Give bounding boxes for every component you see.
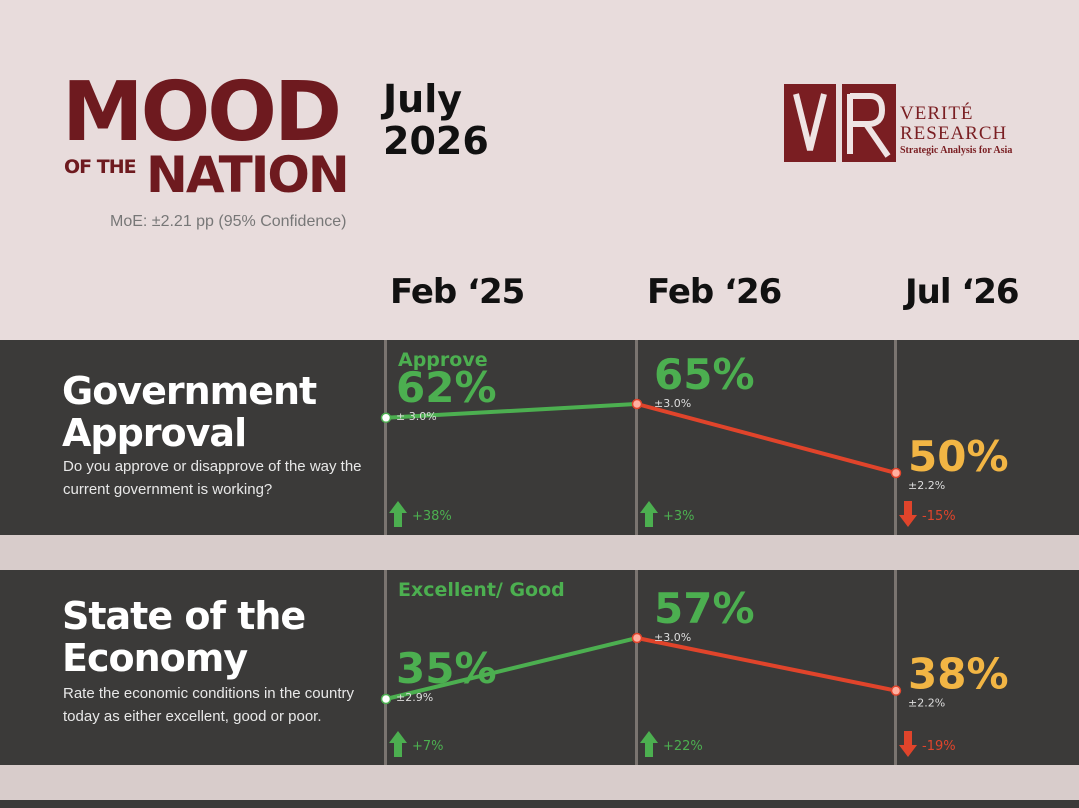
- column-divider: [894, 340, 897, 535]
- column-divider: [384, 570, 387, 765]
- value-label: 50%: [908, 432, 1009, 481]
- value-label: 35%: [396, 644, 497, 693]
- moe-label: ±3.0%: [654, 631, 691, 644]
- moe-label: ±2.9%: [396, 691, 433, 704]
- org-tagline: Strategic Analysis for Asia: [900, 145, 1013, 156]
- change-label: +7%: [412, 739, 444, 754]
- column-header-3: Jul ‘26: [905, 272, 1020, 312]
- arrow-up-icon: [389, 731, 407, 757]
- moe-label: ±3.0%: [654, 397, 691, 410]
- brand-title-nation: NATION: [146, 146, 350, 204]
- column-header-2: Feb ‘26: [647, 272, 782, 312]
- panel-question: Do you approve or disapprove of the way …: [63, 458, 362, 498]
- verite-research-logo-icon: VR: [784, 84, 896, 162]
- series-label: Approve: [398, 349, 488, 371]
- margin-of-error: MoE: ±2.21 pp (95% Confidence): [110, 213, 347, 230]
- org-name-line1: Verité: [900, 103, 974, 124]
- data-point: [631, 398, 643, 410]
- brand-title-of-the: OF THE: [64, 156, 137, 178]
- arrow-down-icon: [899, 731, 917, 757]
- brand-title-mood: MOOD: [62, 65, 342, 160]
- column-divider: [384, 340, 387, 535]
- moe-label: ± 3.0%: [396, 410, 437, 423]
- column-divider: [635, 340, 638, 535]
- arrow-up-icon: [389, 501, 407, 527]
- data-point: [380, 693, 392, 705]
- value-label: 65%: [654, 350, 755, 399]
- panel-state-of-economy: State of the Economy Rate the economic c…: [0, 570, 1079, 765]
- report-month: July: [383, 77, 462, 121]
- report-date: July 2026: [383, 78, 523, 162]
- moe-label: ±2.2%: [908, 479, 945, 492]
- change-label: -19%: [922, 739, 956, 754]
- org-name-line2: Research: [900, 123, 1008, 144]
- arrow-down-icon: [899, 501, 917, 527]
- data-point: [380, 412, 392, 424]
- panel-title: Government Approval: [62, 370, 362, 454]
- data-point: [890, 685, 902, 696]
- change-label: +22%: [663, 739, 703, 754]
- panel-title-text: Government Approval: [62, 369, 317, 455]
- column-header-1: Feb ‘25: [390, 272, 525, 312]
- value-label: 38%: [908, 650, 1009, 699]
- data-point: [631, 632, 643, 644]
- header: MOOD OF THE NATION MoE: ±2.21 pp (95% Co…: [0, 0, 1079, 340]
- arrow-up-icon: [640, 731, 658, 757]
- line-segment: [636, 402, 897, 475]
- line-segment: [385, 402, 638, 420]
- change-label: +38%: [412, 509, 452, 524]
- column-divider: [635, 570, 638, 765]
- series-label: Excellent/ Good: [398, 579, 565, 601]
- change-label: +3%: [663, 509, 695, 524]
- panel-question: Rate the economic conditions in the coun…: [63, 685, 354, 725]
- change-label: -15%: [922, 509, 956, 524]
- panel-title-text: State of the Economy: [62, 594, 306, 680]
- economy-line-chart: Excellent/ Good 35%±2.9% 57%±3.0% 38%±2.2% +…: [380, 570, 1009, 765]
- value-label: 57%: [654, 584, 755, 633]
- column-divider: [894, 570, 897, 765]
- value-label: 62%: [396, 363, 497, 412]
- line-segment: [636, 636, 897, 693]
- panel-divider: [0, 535, 1079, 570]
- panel-government-approval: Government Approval Do you approve or di…: [0, 340, 1079, 535]
- panel-divider: [0, 765, 1079, 800]
- arrow-up-icon: [640, 501, 658, 527]
- line-segment: [385, 636, 638, 701]
- data-point: [890, 467, 902, 479]
- moe-label: ±2.2%: [908, 697, 945, 710]
- next-panel-edge: [0, 800, 1079, 808]
- org-name: Verité Research Strategic Analysis for A…: [900, 103, 1013, 157]
- panel-title: State of the Economy: [62, 595, 362, 679]
- report-year: 2026: [383, 119, 489, 163]
